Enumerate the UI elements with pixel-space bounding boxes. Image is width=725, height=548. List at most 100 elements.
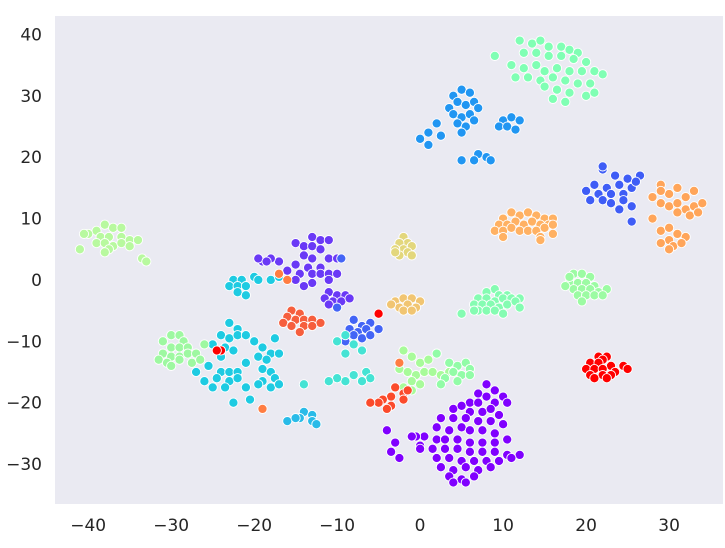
data-point	[402, 366, 413, 378]
data-point	[340, 330, 351, 341]
data-point	[506, 222, 517, 233]
data-point	[332, 336, 343, 347]
data-point	[597, 69, 608, 80]
data-point	[153, 354, 164, 365]
data-point	[224, 281, 235, 292]
data-point	[431, 452, 442, 464]
x-tick-label: −30	[153, 516, 189, 536]
data-point	[535, 35, 546, 46]
data-point	[398, 345, 409, 356]
data-point	[423, 127, 434, 138]
data-point	[224, 317, 235, 328]
data-point	[518, 63, 529, 74]
data-point	[311, 419, 322, 430]
data-point	[672, 207, 683, 218]
data-point	[556, 41, 567, 52]
data-point	[676, 238, 687, 249]
data-point	[473, 103, 484, 114]
data-point	[307, 277, 318, 289]
data-point	[535, 235, 546, 246]
data-point	[456, 155, 467, 166]
data-point	[581, 56, 592, 68]
data-point	[419, 366, 430, 378]
data-point	[323, 299, 334, 310]
data-point	[688, 185, 700, 196]
data-point	[664, 201, 675, 212]
data-point	[348, 370, 359, 381]
data-point	[261, 354, 272, 365]
data-point	[294, 327, 305, 338]
data-point	[464, 446, 475, 457]
x-axis-tick-labels: −40 −30 −20 −10 0 10 20 30	[70, 516, 680, 536]
data-point	[365, 373, 376, 384]
data-point	[132, 235, 144, 246]
data-point	[406, 250, 417, 261]
data-point	[444, 452, 455, 464]
data-point	[539, 222, 550, 233]
data-point	[647, 213, 658, 224]
data-point	[489, 446, 500, 457]
data-point	[568, 53, 579, 65]
data-point	[672, 228, 683, 239]
data-point	[456, 127, 467, 138]
data-point	[356, 376, 368, 387]
data-point	[365, 330, 376, 341]
data-point	[431, 434, 442, 445]
data-point	[522, 207, 534, 218]
data-point	[469, 155, 480, 166]
data-point	[477, 425, 488, 436]
data-point	[232, 330, 243, 341]
data-point	[108, 222, 119, 233]
data-point	[498, 231, 509, 243]
data-point	[394, 357, 405, 368]
data-points	[74, 35, 708, 488]
y-tick-label: −20	[6, 394, 42, 414]
data-point	[381, 425, 392, 436]
data-point	[323, 253, 334, 264]
data-point	[564, 271, 575, 282]
y-tick-label: 0	[31, 271, 42, 291]
data-point	[240, 357, 251, 368]
data-point	[610, 170, 621, 181]
data-point	[439, 434, 451, 445]
data-point	[572, 78, 583, 89]
data-point	[680, 192, 691, 203]
data-point	[398, 394, 409, 405]
data-point	[298, 250, 309, 261]
data-point	[435, 413, 446, 424]
data-point	[332, 302, 343, 313]
data-point	[551, 84, 563, 95]
data-point	[514, 35, 525, 46]
data-point	[315, 268, 326, 279]
data-point	[564, 87, 575, 98]
y-tick-label: 20	[20, 148, 42, 168]
data-point	[498, 419, 509, 430]
data-point	[506, 452, 517, 464]
data-point	[435, 379, 446, 390]
data-point	[269, 333, 280, 344]
data-point	[431, 118, 442, 129]
data-point	[597, 290, 608, 301]
data-point	[547, 219, 558, 230]
data-point	[473, 397, 484, 408]
data-point	[444, 425, 455, 436]
data-point	[199, 339, 210, 350]
data-point	[589, 290, 600, 301]
data-point	[547, 93, 558, 104]
data-point	[402, 385, 413, 396]
data-point	[278, 317, 289, 328]
data-point	[622, 363, 633, 375]
data-point	[427, 366, 438, 378]
data-point	[456, 308, 467, 319]
data-point	[448, 413, 459, 424]
data-point	[307, 253, 318, 264]
data-point	[215, 330, 227, 341]
data-point	[576, 66, 587, 77]
data-point	[439, 443, 451, 454]
data-point	[506, 112, 517, 123]
data-point	[585, 195, 596, 206]
data-point	[518, 47, 529, 58]
data-point	[74, 244, 85, 255]
data-point	[174, 354, 185, 365]
x-tick-label: 20	[575, 516, 597, 536]
